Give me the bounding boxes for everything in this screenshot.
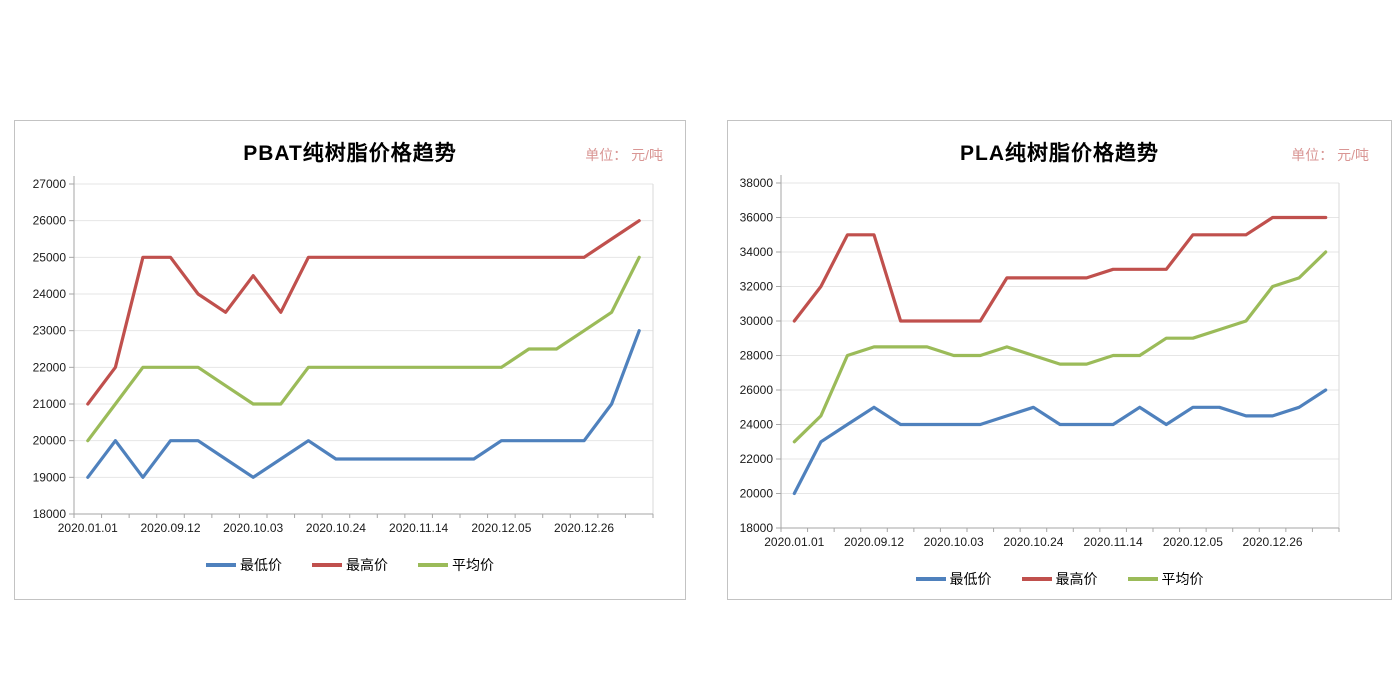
pla-legend: 最低价 最高价 平均价 xyxy=(728,569,1391,589)
y-tick-label: 19000 xyxy=(33,470,67,484)
legend-item: 平均价 xyxy=(418,555,494,575)
pla-unit-label: 单位： 元/吨 xyxy=(1291,147,1369,163)
legend-swatch xyxy=(1127,577,1158,581)
pla-chart-title: PLA纯树脂价格趋势 xyxy=(960,142,1159,165)
y-tick-label: 27000 xyxy=(33,177,67,191)
series-line-2 xyxy=(86,255,641,443)
x-tick-label: 2020.10.03 xyxy=(223,521,283,535)
pbat-line-chart: 18000 19000 20000 21000 22000 23000 24000 25000… xyxy=(33,176,654,535)
legend-label: 最低价 xyxy=(949,571,992,587)
x-tick-label: 2020.10.24 xyxy=(1003,535,1063,549)
y-tick-label: 25000 xyxy=(33,250,67,264)
pbat-chart-panel: PBAT纯树脂价格趋势 单位： 元/吨 18000 19000 20000 21000… xyxy=(14,120,686,600)
x-tick-label: 2020.10.24 xyxy=(306,521,366,535)
legend-label: 最高价 xyxy=(1055,571,1098,587)
y-tick-label: 26000 xyxy=(33,214,67,228)
series-line-1 xyxy=(792,215,1328,323)
y-tick-label: 24000 xyxy=(740,418,774,432)
legend-swatch xyxy=(418,563,448,567)
x-tick-label: 2020.12.05 xyxy=(471,521,531,535)
series-line-1 xyxy=(86,219,641,406)
x-tick-label: 2020.09.12 xyxy=(844,535,904,549)
pbat-chart-title: PBAT纯树脂价格趋势 xyxy=(243,142,457,165)
legend-item: 最低价 xyxy=(206,555,282,575)
pbat-unit-label: 单位： 元/吨 xyxy=(585,147,663,163)
y-tick-label: 23000 xyxy=(33,324,67,338)
legend-swatch xyxy=(915,577,946,581)
y-tick-label: 36000 xyxy=(740,211,774,225)
legend-swatch xyxy=(312,563,342,567)
y-tick-label: 28000 xyxy=(740,349,774,363)
y-tick-label: 20000 xyxy=(33,434,67,448)
x-tick-label: 2020.12.26 xyxy=(554,521,614,535)
legend-label: 最高价 xyxy=(346,557,388,573)
x-tick-label: 2020.01.01 xyxy=(764,535,824,549)
series-line-0 xyxy=(792,388,1328,496)
y-tick-label: 20000 xyxy=(740,487,774,501)
x-tick-label: 2020.11.14 xyxy=(389,521,448,535)
y-tick-label: 18000 xyxy=(33,507,67,521)
series-line-2 xyxy=(792,250,1328,444)
legend-label: 平均价 xyxy=(452,557,494,573)
pbat-legend: 最低价 最高价 平均价 xyxy=(15,555,685,575)
legend-label: 平均价 xyxy=(1161,571,1204,587)
x-tick-label: 2020.09.12 xyxy=(140,521,200,535)
legend-item: 最低价 xyxy=(915,569,992,589)
x-tick-label: 2020.11.14 xyxy=(1084,535,1143,549)
legend-item: 平均价 xyxy=(1127,569,1204,589)
y-tick-label: 32000 xyxy=(740,280,774,294)
y-tick-label: 34000 xyxy=(740,245,774,259)
y-tick-label: 18000 xyxy=(740,521,774,535)
legend-swatch xyxy=(206,563,236,567)
pla-line-chart: 18000 20000 22000 24000 26000 28000 30000 32000… xyxy=(740,175,1340,549)
y-tick-label: 38000 xyxy=(740,176,774,190)
y-tick-label: 21000 xyxy=(33,397,67,411)
x-tick-label: 2020.01.01 xyxy=(58,521,118,535)
legend-swatch xyxy=(1021,577,1052,581)
y-tick-label: 30000 xyxy=(740,314,774,328)
series-line-0 xyxy=(86,329,641,479)
y-tick-label: 22000 xyxy=(740,452,774,466)
legend-item: 最高价 xyxy=(312,555,388,575)
pla-chart-panel: PLA纯树脂价格趋势 单位： 元/吨 18000 20000 22000 24000 2… xyxy=(727,120,1392,600)
x-tick-label: 2020.12.05 xyxy=(1163,535,1223,549)
y-tick-label: 24000 xyxy=(33,287,67,301)
y-tick-label: 22000 xyxy=(33,360,67,374)
legend-label: 最低价 xyxy=(240,557,282,573)
x-tick-label: 2020.10.03 xyxy=(924,535,984,549)
legend-item: 最高价 xyxy=(1021,569,1098,589)
x-tick-label: 2020.12.26 xyxy=(1243,535,1303,549)
y-tick-label: 26000 xyxy=(740,383,774,397)
